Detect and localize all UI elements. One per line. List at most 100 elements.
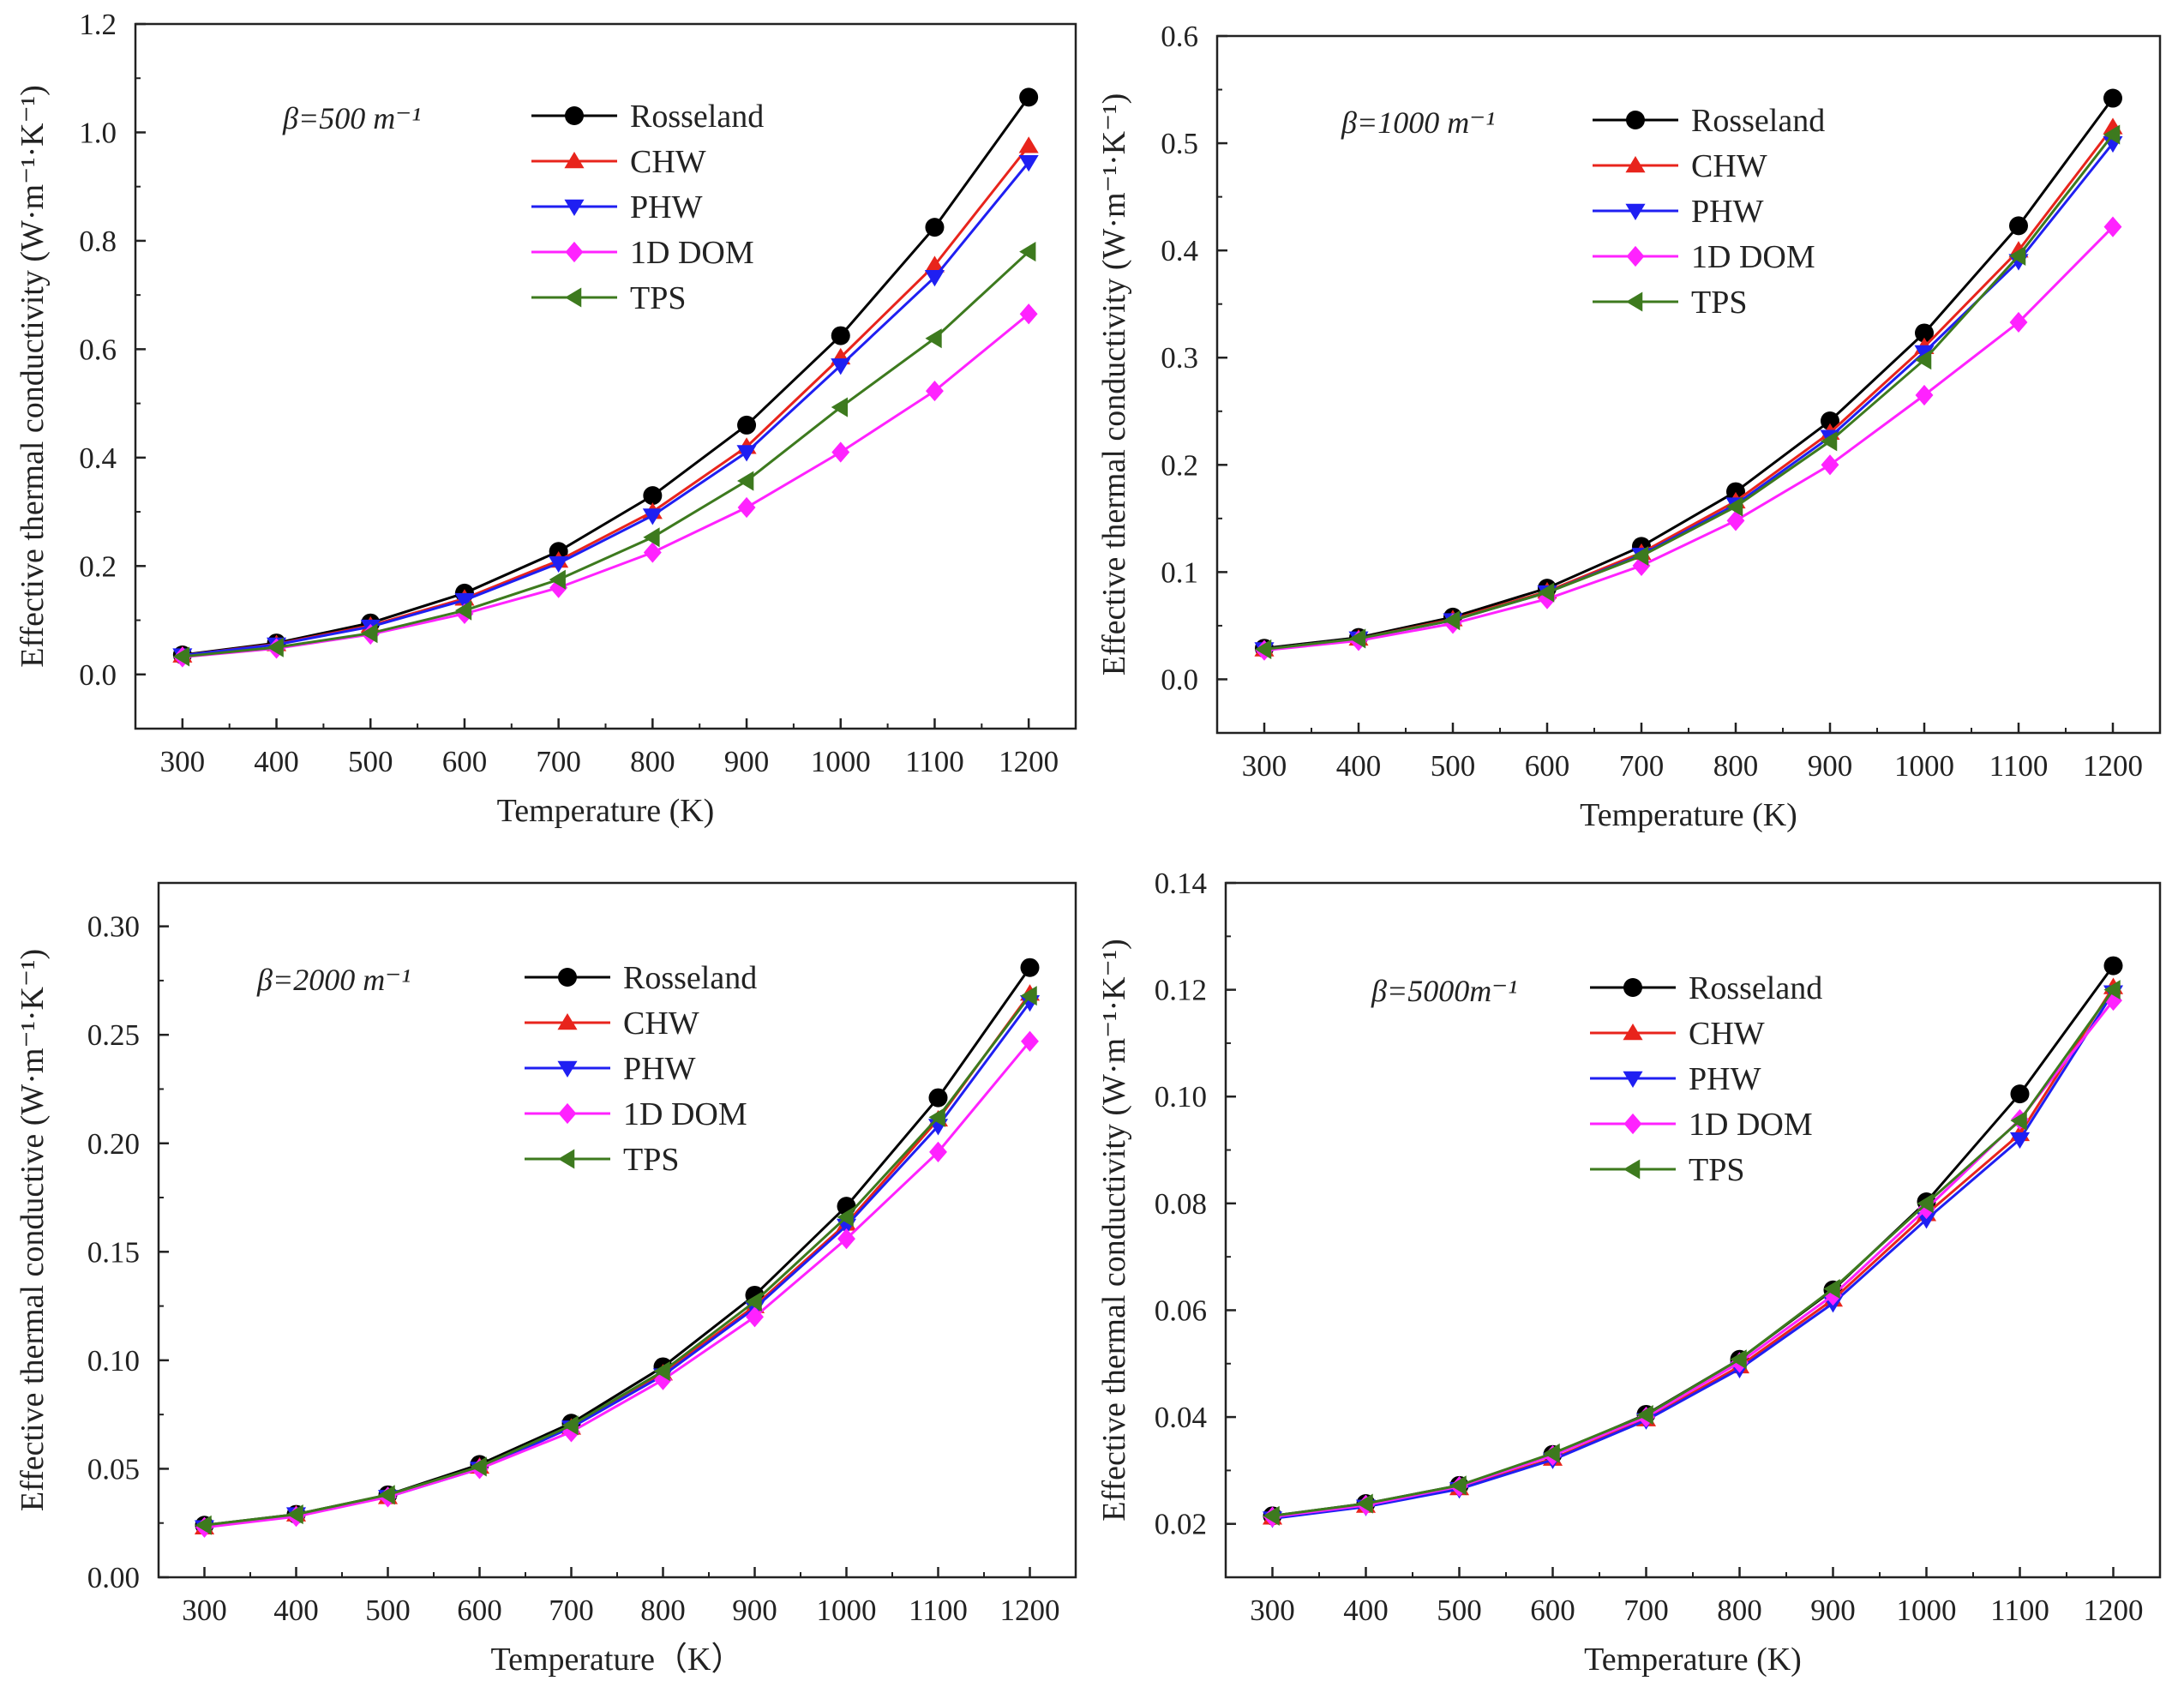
y-tick-label: 0.3: [1161, 341, 1198, 375]
legend-marker: [1625, 203, 1646, 220]
legend-marker: [1623, 1159, 1641, 1180]
x-tick-label: 1200: [999, 745, 1059, 778]
y-tick-label: 0.2: [79, 549, 117, 583]
x-tick-label: 400: [1343, 1594, 1389, 1627]
legend-label: TPS: [1691, 285, 1747, 321]
y-tick-label: 0.25: [87, 1018, 140, 1052]
x-tick-label: 500: [365, 1594, 411, 1627]
legend-marker: [565, 106, 584, 125]
data-point: [925, 328, 942, 349]
legend-label: PHW: [1689, 1061, 1761, 1097]
data-point: [1915, 384, 1934, 406]
chart-panel-3: 300 400 500 600 700 800 900 1000 1100 1200 0.00 0.0…: [15, 881, 1077, 1678]
legend-label: CHW: [630, 144, 706, 180]
data-point: [737, 496, 756, 519]
legend: Rosseland CHW PHW 1D DOM TPS: [1593, 103, 1825, 321]
series-line: [204, 993, 1031, 1529]
data-point: [1915, 323, 1934, 343]
x-tick-label: 500: [348, 745, 393, 778]
series-line: [204, 994, 1031, 1527]
legend-marker: [1625, 156, 1646, 173]
legend-label: PHW: [1691, 194, 1764, 230]
data-point: [837, 1207, 854, 1228]
y-tick-label: 0.30: [87, 910, 140, 944]
data-point: [2103, 216, 2122, 237]
beta-annotation: β=5000m⁻¹: [1371, 974, 1517, 1008]
data-point: [1349, 628, 1366, 649]
x-tick-label: 600: [457, 1594, 502, 1627]
legend-marker: [1626, 111, 1645, 129]
x-tick-label: 1200: [2083, 749, 2143, 783]
legend-label: CHW: [1689, 1016, 1765, 1052]
data-point: [1823, 1278, 1840, 1300]
data-point: [1255, 639, 1272, 659]
series-chw: [194, 984, 1041, 1535]
data-point: [737, 471, 754, 491]
data-point: [925, 218, 945, 237]
data-point: [1632, 546, 1649, 567]
x-axis-label: Temperature (K): [1584, 1642, 1802, 1678]
y-tick-label: 0.08: [1155, 1187, 1207, 1221]
x-tick-label: 400: [273, 1594, 319, 1627]
series-chw: [1262, 977, 2124, 1525]
series-line: [1263, 142, 2115, 651]
data-point: [642, 508, 663, 525]
y-tick-label: 0.14: [1155, 867, 1207, 900]
y-axis-label: Effective thermal conductivity (W·m⁻¹·K⁻…: [15, 85, 51, 667]
y-tick-label: 0.10: [87, 1344, 140, 1378]
x-tick-label: 1000: [811, 745, 871, 778]
data-point: [1538, 588, 1557, 609]
y-tick-label: 0.02: [1155, 1508, 1207, 1541]
data-point: [1824, 1284, 1842, 1306]
y-tick-label: 0.06: [1155, 1294, 1207, 1327]
data-point: [1019, 303, 1038, 325]
x-tick-label: 400: [1336, 749, 1382, 783]
series-line: [182, 96, 1030, 657]
series-phw: [172, 154, 1039, 665]
data-point: [1915, 350, 1932, 370]
data-point: [1019, 242, 1036, 262]
data-point: [929, 1141, 947, 1162]
data-point: [2104, 989, 2122, 1012]
data-point: [549, 569, 566, 590]
y-axis-label: Effective thermal conductive (W·m⁻¹·K⁻¹): [15, 949, 51, 1511]
data-point: [831, 326, 850, 345]
series-line: [204, 1040, 1031, 1529]
data-point: [1726, 510, 1745, 531]
legend-marker: [558, 968, 577, 987]
legend-marker: [564, 199, 585, 216]
data-point: [1019, 87, 1039, 107]
series-line: [182, 313, 1030, 659]
data-point: [286, 1504, 303, 1525]
legend-marker: [1623, 978, 1642, 997]
legend-label: Rosseland: [623, 960, 757, 996]
legend-label: 1D DOM: [1691, 239, 1815, 275]
legend-label: TPS: [630, 280, 686, 316]
x-tick-label: 700: [536, 745, 581, 778]
data-point: [831, 441, 850, 463]
data-point: [1636, 1405, 1653, 1426]
series-tps: [1255, 124, 2121, 659]
x-tick-label: 1100: [909, 1594, 968, 1627]
legend-label: 1D DOM: [1689, 1107, 1813, 1143]
x-tick-label: 900: [1810, 1594, 1856, 1627]
data-point: [1917, 1193, 1934, 1214]
data-point: [643, 542, 662, 563]
x-axis-label: Temperature (K): [1580, 797, 1797, 833]
y-tick-label: 0.0: [1161, 663, 1198, 696]
data-point: [654, 1369, 672, 1390]
legend-label: Rosseland: [1691, 103, 1825, 139]
data-point: [562, 1421, 580, 1443]
legend-marker: [1626, 291, 1643, 312]
series-line: [1263, 225, 2115, 652]
x-axis-label: Temperature (K): [497, 793, 715, 829]
series-rosseland: [195, 958, 1040, 1535]
x-tick-label: 900: [1808, 749, 1853, 783]
data-point: [454, 592, 475, 610]
data-point: [1538, 582, 1555, 603]
legend-marker: [564, 152, 585, 169]
chart-panel-1: 300 400 500 600 700 800 900 1000 1100 1200 0.0 0.2 0…: [15, 8, 1077, 829]
series-rosseland: [172, 87, 1039, 665]
x-tick-label: 900: [732, 1594, 777, 1627]
data-point: [2103, 980, 2121, 1000]
